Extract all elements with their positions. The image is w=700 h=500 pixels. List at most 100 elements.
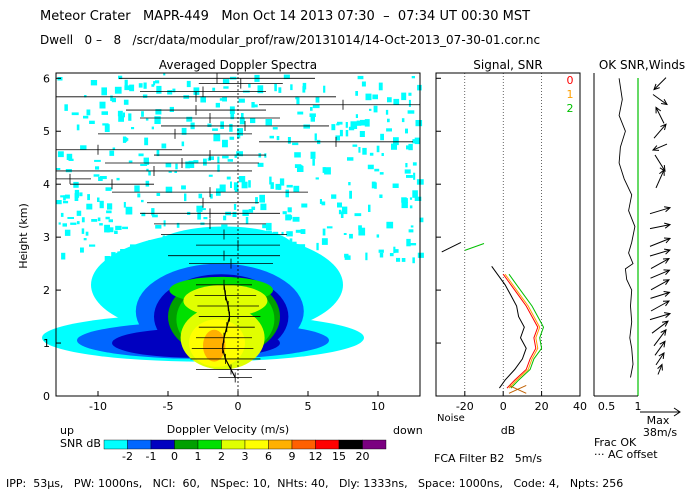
wind-arrowhead [660, 328, 667, 336]
colorbar-label: 3 [242, 450, 249, 463]
snr-speckle [389, 253, 394, 257]
doppler-y-label: Height (km) [17, 203, 30, 269]
ok-snr-axes: 0.5 1 [593, 73, 642, 413]
snr-speckle [368, 204, 371, 212]
snr-speckle [163, 73, 166, 76]
snr-speckle [319, 199, 322, 204]
snr-speckle [131, 127, 135, 130]
snr-speckle [409, 205, 413, 209]
snr-speckle [294, 152, 301, 158]
snr-speckle [367, 164, 374, 170]
snr-speckle [358, 147, 361, 153]
colorbar-cell [103, 439, 128, 450]
snr-speckle [87, 194, 90, 201]
snr-speckle [412, 139, 417, 144]
snr-colorbar: SNR dB -2 -1 0 1 2 3 6 9 12 15 20 [60, 437, 387, 463]
snr-speckle [379, 252, 384, 258]
wind-arrow [650, 300, 670, 312]
snr-speckle [408, 99, 411, 107]
doppler-axes: -10 -5 0 5 10 0 1 2 3 4 5 6 [43, 72, 421, 413]
legend-entry: 2 [567, 102, 574, 115]
snr-speckle [282, 211, 287, 215]
wind-arrow [650, 291, 670, 299]
snr-speckle [217, 156, 220, 164]
snr-speckle [259, 194, 265, 203]
snr-speckle [71, 112, 79, 116]
snr-speckle [248, 180, 251, 188]
wind-arrowhead [659, 340, 666, 348]
snr-speckle [295, 96, 299, 100]
doppler-contours [42, 73, 424, 370]
snr-speckle [156, 149, 160, 157]
snr-speckle [355, 114, 358, 118]
snr-speckle [236, 151, 243, 157]
snr-speckle [101, 111, 108, 115]
snr-speckle [148, 170, 151, 176]
wind-arrowhead [664, 248, 672, 255]
wind-arrowhead [662, 300, 671, 307]
snr-speckle [168, 170, 172, 173]
snr-speckle [167, 90, 173, 95]
snr-speckle [385, 109, 389, 115]
snr-speckle [314, 133, 317, 141]
colorbar-cell [362, 439, 387, 450]
snr-speckle [321, 238, 328, 245]
wind-arrowhead [659, 165, 666, 172]
snr-speckle [81, 217, 85, 223]
snr-speckle [111, 252, 116, 257]
signal-snr-axes: -20 0 20 40 [435, 72, 587, 413]
snr-speckle [358, 225, 362, 230]
series-signal [491, 266, 527, 389]
snr-speckle [272, 127, 278, 130]
snr-speckle [152, 214, 158, 218]
snr-speckle [141, 212, 146, 217]
snr-speckle [230, 181, 232, 188]
wind-arrow [654, 341, 666, 356]
snr-speckle [198, 193, 203, 199]
snr-speckle [369, 152, 374, 156]
snr-speckle [417, 84, 422, 91]
colorbar-cell [291, 439, 316, 450]
snr-speckle [70, 222, 77, 225]
snr-speckle [230, 113, 235, 120]
colorbar-cell [197, 439, 222, 450]
snr-speckle [233, 182, 239, 190]
snr-speckle [337, 121, 343, 125]
snr-speckle [57, 151, 64, 158]
wind-arrow [655, 352, 665, 366]
snr-speckle [114, 230, 118, 234]
wind-arrowhead [662, 279, 671, 285]
snr-speckle [406, 238, 411, 247]
snr-speckle [151, 126, 154, 130]
snr-speckle [378, 82, 383, 91]
snr-speckle [208, 156, 214, 160]
y-tick-label: 2 [43, 284, 50, 297]
snr-speckle [210, 193, 213, 199]
snr-speckle [251, 206, 256, 210]
wind-arrowhead [664, 312, 672, 318]
snr-speckle [111, 97, 116, 103]
snr-speckle [265, 119, 272, 126]
snr-speckle [386, 128, 392, 132]
snr-speckle [379, 194, 383, 198]
snr-speckle [345, 130, 349, 137]
snr-speckle [83, 238, 87, 241]
snr-speckle [350, 121, 358, 129]
snr-speckle [287, 137, 291, 144]
wind-arrowhead [655, 106, 662, 114]
snr-speckle [315, 96, 320, 103]
snr-speckle [222, 96, 227, 102]
snr-speckle [278, 87, 282, 93]
snr-speckle [316, 242, 319, 251]
snr-speckle [60, 195, 66, 198]
snr-speckle [255, 197, 258, 204]
snr-speckle [112, 147, 116, 150]
snr-speckle [295, 229, 302, 233]
snr-speckle [212, 87, 216, 91]
wind-arrow [657, 364, 663, 375]
x-tick-label: 1 [635, 400, 642, 413]
snr-speckle [393, 137, 399, 146]
snr-speckle [83, 115, 89, 119]
snr-speckle [245, 216, 249, 225]
snr-speckle [362, 147, 367, 155]
